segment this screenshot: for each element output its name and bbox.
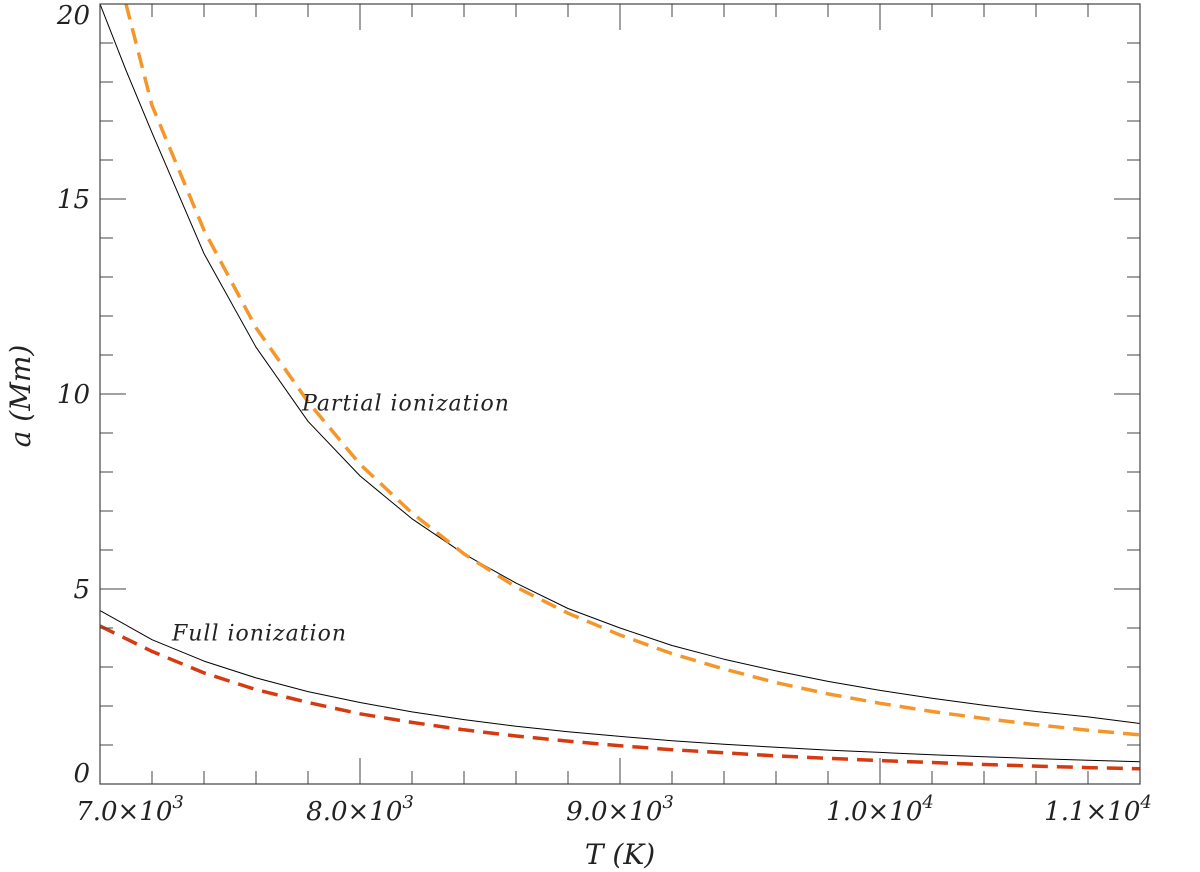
x-tick-label: 8.0×103 (306, 792, 414, 827)
y-tick-label: 15 (57, 185, 90, 215)
series-line-2 (124, 4, 1140, 737)
y-tick-label: 0 (73, 759, 90, 789)
annotations-group: Partial ionization Full ionization (171, 392, 510, 647)
series-line-4 (100, 624, 1140, 771)
annotation-label: Partial ionization (301, 392, 510, 417)
annotation-label: Full ionization (171, 622, 347, 647)
tick-labels-group: 7.0×103 8.0×103 9.0×103 1.0×104 1.1×104 0 5 10 1… (56, 1, 1152, 827)
y-axis-title: a (Mm) (4, 345, 37, 448)
x-tick-label: 7.0×103 (76, 792, 184, 827)
ticks-group (99, 3, 1141, 785)
x-tick-label: 9.0×103 (566, 792, 674, 827)
series-line-3 (100, 610, 1140, 763)
series-line-1 (100, 4, 1140, 724)
y-tick-label: 10 (57, 380, 90, 410)
x-axis-title: T (K) (585, 838, 655, 871)
y-tick-label: 5 (73, 575, 90, 605)
x-tick-label: 1.1×104 (1044, 792, 1152, 827)
x-tick-label: 1.0×104 (826, 792, 934, 827)
plot-frame (99, 3, 1141, 785)
series-group (100, 4, 1140, 771)
axes-group (99, 3, 1141, 785)
y-tick-label: 20 (56, 1, 90, 31)
